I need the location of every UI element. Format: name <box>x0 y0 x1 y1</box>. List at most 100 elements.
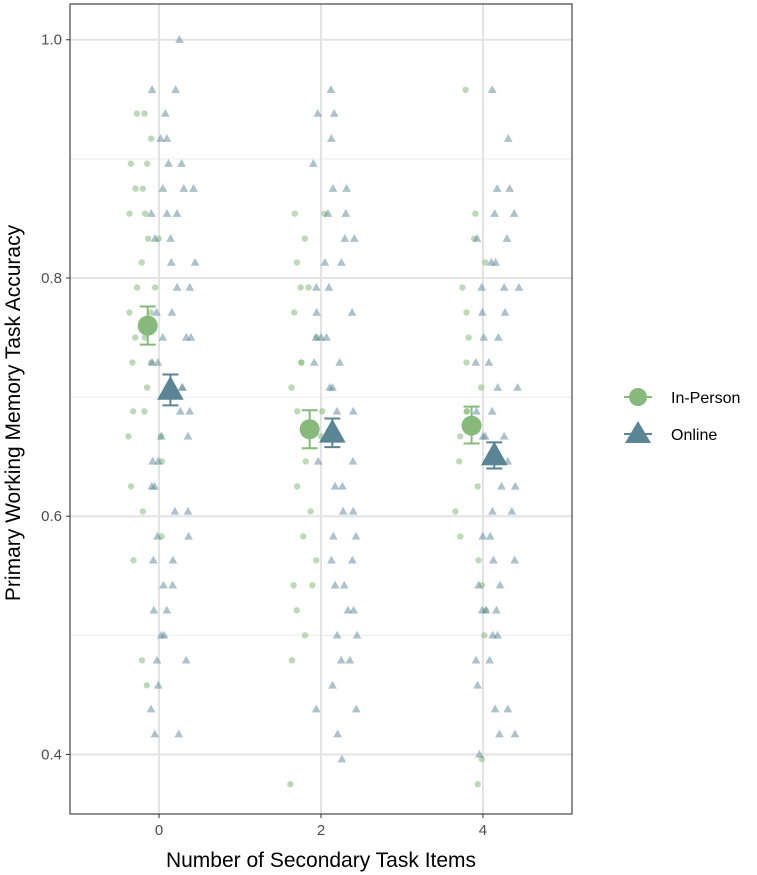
in-person-point <box>313 557 320 564</box>
online-point <box>480 431 490 440</box>
in-person-mean-marker <box>461 415 482 436</box>
online-point <box>513 382 522 391</box>
online-point <box>176 406 185 415</box>
in-person-point <box>125 433 132 440</box>
in-person-mean-marker <box>299 419 320 440</box>
online-point <box>345 655 355 664</box>
online-point <box>510 555 520 564</box>
in-person-point <box>143 384 151 391</box>
in-person-point <box>291 210 299 217</box>
online-point <box>477 282 487 291</box>
online-point <box>332 630 342 639</box>
in-person-point <box>141 210 149 217</box>
online-point <box>500 307 510 316</box>
online-point <box>172 282 182 291</box>
in-person-point <box>130 557 137 564</box>
online-point <box>495 729 504 738</box>
online-point <box>332 406 342 415</box>
online-point <box>505 184 515 192</box>
online-point <box>311 282 321 291</box>
online-point <box>342 184 351 192</box>
online-point <box>149 605 159 614</box>
in-person-point <box>129 359 136 366</box>
online-point <box>326 134 336 142</box>
online-point <box>492 605 501 614</box>
online-point <box>184 531 193 540</box>
in-person-point <box>147 309 154 316</box>
online-point <box>484 357 494 366</box>
in-person-point <box>319 408 326 415</box>
in-person-point <box>463 359 470 366</box>
online-point <box>478 531 488 540</box>
online-point <box>168 555 178 564</box>
online-point <box>181 655 191 664</box>
in-person-point <box>297 284 304 291</box>
online-point <box>183 431 193 440</box>
online-point <box>510 481 520 490</box>
online-point <box>492 184 502 192</box>
in-person-point <box>305 284 312 291</box>
online-point <box>322 332 331 341</box>
in-person-point <box>472 210 479 217</box>
online-point <box>189 184 198 192</box>
mean-markers <box>137 305 508 470</box>
online-point <box>479 332 489 341</box>
online-mean-marker <box>480 441 508 466</box>
online-point <box>154 456 163 465</box>
online-point <box>177 159 186 167</box>
online-point <box>162 134 172 142</box>
online-point <box>152 307 161 316</box>
in-person-point <box>129 408 137 415</box>
online-point <box>185 282 195 291</box>
in-person-point <box>133 284 141 291</box>
legend-label-online: Online <box>671 427 717 444</box>
online-point <box>351 704 361 713</box>
online-point <box>153 680 163 689</box>
online-point <box>150 729 160 738</box>
x-tick-label: 2 <box>317 822 325 839</box>
in-person-point <box>474 483 481 490</box>
in-person-point <box>294 408 301 415</box>
online-point <box>147 481 157 490</box>
online-point <box>474 580 483 589</box>
online-point <box>503 134 513 142</box>
in-person-point <box>293 259 301 266</box>
online-point <box>485 531 495 540</box>
in-person-point <box>455 458 463 465</box>
online-point <box>475 749 484 758</box>
legend-item-in-person: In-Person <box>624 388 740 407</box>
online-point <box>150 234 160 242</box>
online-point <box>471 655 481 664</box>
online-point <box>146 704 156 713</box>
in-person-point <box>456 433 464 440</box>
online-point <box>485 655 494 664</box>
online-point <box>351 531 361 540</box>
in-person-point <box>141 408 148 415</box>
in-person-point <box>139 185 147 192</box>
in-person-point <box>298 359 305 366</box>
online-point <box>156 431 166 440</box>
in-person-point <box>133 110 141 117</box>
legend: In-Person Online <box>624 388 740 444</box>
in-person-mean-marker <box>137 315 158 336</box>
online-point <box>336 257 346 266</box>
online-point <box>327 555 336 564</box>
online-point <box>340 234 350 242</box>
in-person-point <box>144 235 152 242</box>
online-point <box>347 307 357 316</box>
online-point <box>349 605 359 614</box>
x-tick-label: 0 <box>155 822 163 839</box>
online-point <box>309 357 319 366</box>
online-point <box>179 184 189 192</box>
online-point <box>324 282 334 291</box>
online-point <box>175 35 184 43</box>
online-point <box>495 580 505 589</box>
online-point <box>162 605 172 614</box>
in-person-point <box>301 235 309 242</box>
legend-label-in-person: In-Person <box>671 390 740 407</box>
in-person-point <box>302 458 309 465</box>
in-person-point <box>474 781 481 788</box>
online-point <box>171 85 181 93</box>
in-person-point <box>138 657 146 664</box>
